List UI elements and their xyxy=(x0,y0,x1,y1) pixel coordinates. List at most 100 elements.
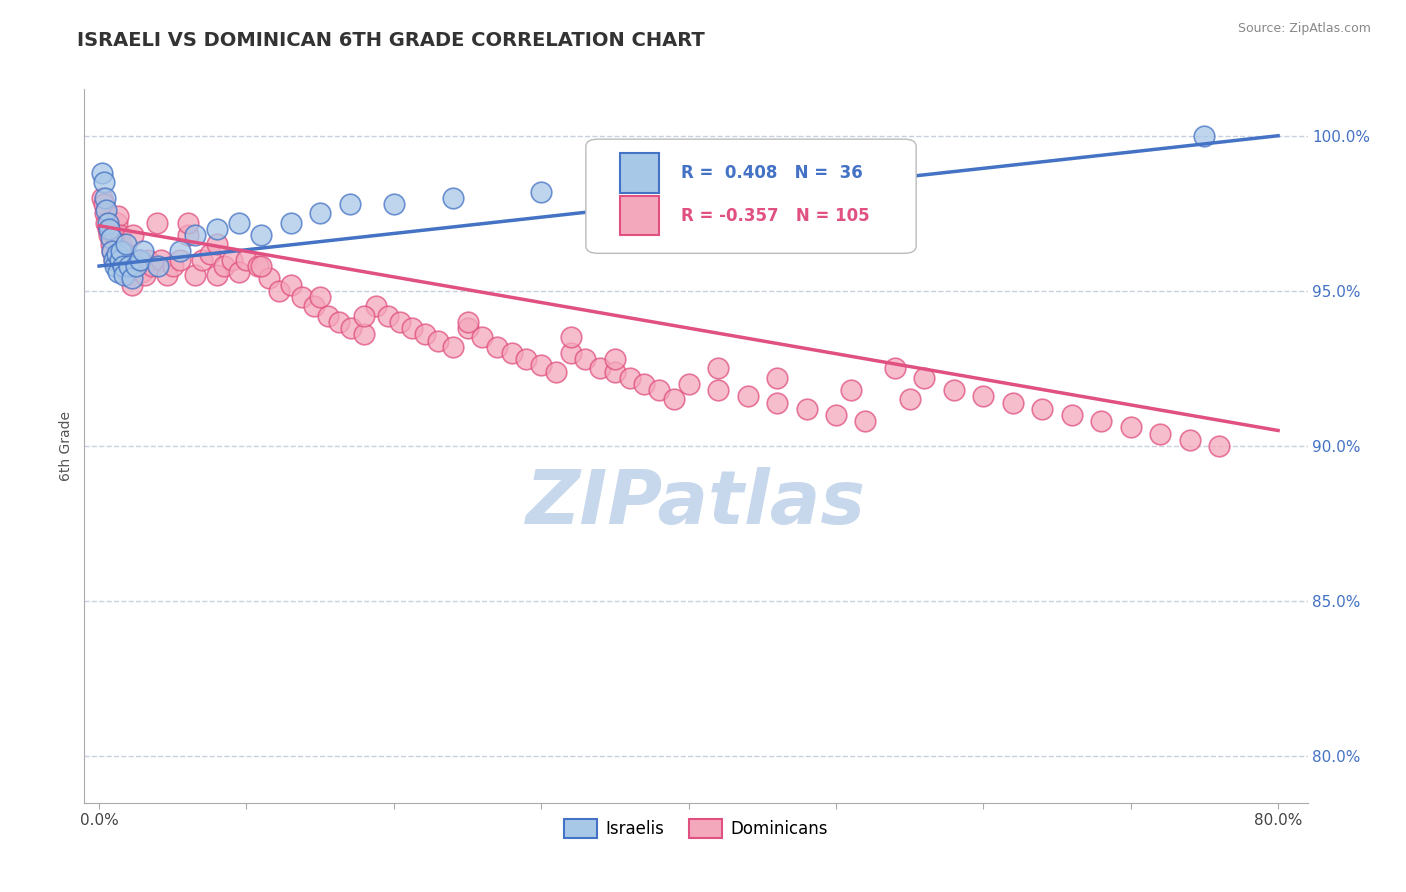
Point xyxy=(205,268,228,283)
Point xyxy=(441,340,464,354)
Point xyxy=(257,271,280,285)
Point xyxy=(221,252,243,267)
Point xyxy=(633,376,655,391)
Point xyxy=(100,231,122,245)
Point xyxy=(1031,401,1053,416)
Point xyxy=(1194,128,1216,143)
Point xyxy=(544,365,567,379)
Point xyxy=(111,259,134,273)
Point xyxy=(707,172,730,186)
Point xyxy=(737,389,759,403)
Point xyxy=(101,244,124,258)
Point xyxy=(97,216,120,230)
Point xyxy=(942,383,965,397)
Point xyxy=(205,237,228,252)
Point xyxy=(101,244,124,258)
Text: Source: ZipAtlas.com: Source: ZipAtlas.com xyxy=(1237,22,1371,36)
Point xyxy=(169,244,191,258)
Point xyxy=(309,206,332,220)
Point xyxy=(855,414,877,428)
Point xyxy=(796,401,818,416)
Point xyxy=(162,259,184,273)
Point xyxy=(353,309,375,323)
Point xyxy=(825,408,848,422)
Point xyxy=(111,244,134,258)
Point xyxy=(91,191,114,205)
Point xyxy=(108,252,131,267)
Point xyxy=(401,321,423,335)
Text: ZIPatlas: ZIPatlas xyxy=(526,467,866,540)
Point xyxy=(1149,426,1171,441)
Point xyxy=(328,315,350,329)
Point xyxy=(176,216,198,230)
Point xyxy=(235,252,257,267)
Point xyxy=(280,216,302,230)
Point xyxy=(96,203,118,218)
Point xyxy=(169,252,191,267)
Point xyxy=(291,290,314,304)
Point xyxy=(114,237,136,252)
Point xyxy=(91,166,114,180)
Point xyxy=(1208,439,1230,453)
Point xyxy=(377,309,399,323)
Point xyxy=(97,222,120,236)
Point xyxy=(107,210,129,224)
Point xyxy=(150,252,173,267)
Point xyxy=(648,383,671,397)
Point xyxy=(115,265,138,279)
Point xyxy=(98,222,121,236)
Point xyxy=(603,365,626,379)
Point xyxy=(309,290,332,304)
Point xyxy=(1119,420,1142,434)
Point xyxy=(205,222,228,236)
Point xyxy=(457,321,479,335)
Point xyxy=(121,271,143,285)
Point xyxy=(96,216,118,230)
Point xyxy=(93,175,115,189)
Legend: Israelis, Dominicans: Israelis, Dominicans xyxy=(557,812,835,845)
Point xyxy=(134,268,156,283)
Point xyxy=(103,252,125,267)
Point xyxy=(125,259,148,273)
Point xyxy=(1178,433,1201,447)
Point xyxy=(316,309,339,323)
Point xyxy=(972,389,994,403)
Point xyxy=(198,246,221,260)
Point xyxy=(129,252,152,267)
Bar xyxy=(620,196,659,235)
Point xyxy=(1060,408,1083,422)
Point xyxy=(530,359,553,373)
Point xyxy=(132,244,155,258)
Point xyxy=(839,383,862,397)
Point xyxy=(128,252,150,267)
Point xyxy=(146,259,169,273)
Point xyxy=(184,268,207,283)
Point xyxy=(766,370,789,384)
Point xyxy=(114,252,136,267)
Point xyxy=(382,197,405,211)
Point xyxy=(1001,395,1024,409)
Point xyxy=(228,265,250,279)
Point xyxy=(485,340,508,354)
Point xyxy=(589,361,612,376)
Text: ISRAELI VS DOMINICAN 6TH GRADE CORRELATION CHART: ISRAELI VS DOMINICAN 6TH GRADE CORRELATI… xyxy=(77,31,704,50)
Point xyxy=(191,252,214,267)
Point xyxy=(214,259,236,273)
Point xyxy=(250,227,273,242)
Point xyxy=(98,227,121,242)
Point xyxy=(184,227,207,242)
Point xyxy=(457,315,479,329)
Point xyxy=(678,376,700,391)
Point xyxy=(107,265,129,279)
Point xyxy=(112,259,135,273)
Point xyxy=(707,361,730,376)
Y-axis label: 6th Grade: 6th Grade xyxy=(59,411,73,481)
Point xyxy=(94,206,117,220)
Bar xyxy=(620,153,659,193)
Point xyxy=(131,265,153,279)
Point xyxy=(530,185,553,199)
Point xyxy=(441,191,464,205)
Point xyxy=(884,361,907,376)
Point xyxy=(110,244,132,258)
Point xyxy=(267,284,290,298)
